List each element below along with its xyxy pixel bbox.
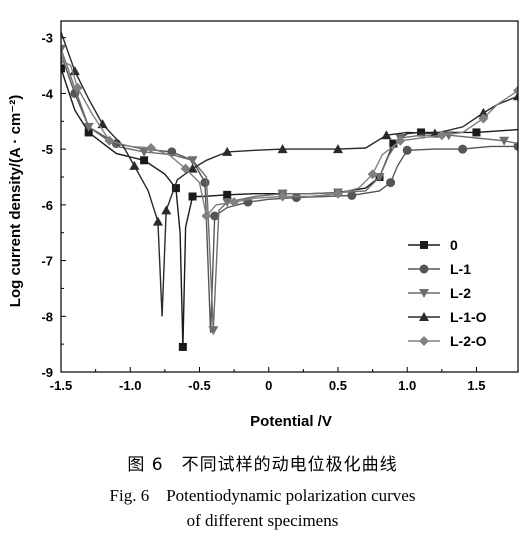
data-point-L-1-O [161,205,172,215]
data-point-L-2-O [229,197,240,208]
legend-label-L-1: L-1 [450,261,471,277]
legend-label-L-2-O: L-2-O [450,333,487,349]
y-tick-label: -7 [41,254,53,269]
series-line-L-2-O [61,59,518,218]
data-point-L-1-O [478,107,489,117]
data-point-L-2-O [180,163,191,174]
legend-label-L-1-O: L-1-O [450,309,487,325]
series-line-L-1-O [61,31,518,317]
data-point-L-1-O [152,216,163,226]
legend-marker-L-2-O [419,336,429,346]
data-point-L-2 [61,44,66,54]
data-point-L-1 [200,178,210,188]
data-point-0 [223,190,232,199]
y-tick-label: -4 [41,86,53,101]
data-point-L-2-O [72,82,83,93]
data-point-L-2 [374,173,385,182]
y-tick-label: -9 [41,365,53,380]
data-point-L-1 [210,211,220,221]
data-point-L-1 [513,141,518,151]
data-point-L-2-O [367,169,378,180]
data-point-L-1 [347,190,357,200]
data-point-L-2-O [277,191,288,202]
data-point-0 [472,128,481,137]
series-0 [61,64,518,351]
data-point-L-1-O [187,163,198,173]
data-point-L-2-O [61,55,66,65]
x-tick-label: 1.5 [467,378,485,393]
x-tick-label: -0.5 [188,378,210,393]
data-point-L-2 [83,122,94,132]
data-point-L-2-O [513,85,518,96]
plot-layer [61,31,518,351]
x-axis-title: Potential /V [250,413,332,430]
data-point-L-2-O [201,211,212,221]
data-point-L-1-O [332,144,343,154]
data-point-0 [188,192,197,201]
legend: 0 L-1 L-2 L-1-O L-2-O [408,237,487,349]
data-point-0 [171,184,180,193]
data-point-L-1 [458,144,468,154]
data-point-L-2-O [478,113,489,124]
legend-label-L-2: L-2 [450,285,471,301]
data-point-L-1-O [381,130,392,140]
data-point-L-1-O [222,146,233,156]
x-tick-label: 0 [265,378,272,393]
data-point-L-1 [402,145,412,155]
data-point-0 [178,342,187,351]
data-point-L-1 [291,193,301,203]
data-point-L-2 [139,147,150,157]
series-L-2-O [61,55,518,221]
plot-frame [60,20,519,373]
legend-marker-0 [420,241,428,249]
legend-label-0: 0 [450,237,458,253]
polarization-chart: -1.5 -1.0 -0.5 0 0.5 1.0 1.5 -9 -8 -7 -6 -5 -4 -3 0 L-… [7,20,519,430]
data-point-L-2-O [395,135,406,146]
data-point-L-2 [187,156,198,166]
legend-marker-L-1 [419,264,429,274]
caption-english-line-1: Fig. 6 Potentiodynamic polarization curv… [109,486,416,505]
data-point-L-1 [386,178,396,188]
axis-layer: -1.5 -1.0 -0.5 0 0.5 1.0 1.5 -9 -8 -7 -6 -5 -4 -3 [41,20,519,393]
y-tick-label: -6 [41,198,53,213]
data-point-L-2-O [332,188,343,199]
data-point-L-2-O [104,135,115,146]
y-axis-title: Log current density/(A · cm⁻²) [7,95,24,307]
y-tick-label: -8 [41,309,53,324]
data-point-L-2-O [146,143,157,154]
y-tick-label: -5 [41,142,53,157]
data-point-L-2 [499,136,510,146]
data-point-0 [140,156,149,165]
x-tick-label: 0.5 [329,378,347,393]
x-tick-label: -1.0 [119,378,141,393]
series-L-2 [61,44,518,336]
data-point-L-2-O [436,130,447,141]
data-point-L-1-O [277,144,288,154]
caption-english-line-2: of different specimens [186,511,339,530]
x-tick-label: -1.5 [50,378,72,393]
data-point-L-2 [208,326,219,336]
series-line-0 [61,68,518,347]
series-line-L-2 [61,48,518,331]
data-point-0 [389,139,398,148]
y-tick-label: -3 [41,31,53,46]
data-point-0 [61,64,65,73]
caption-chinese: 图 6 不同试样的动电位极化曲线 [127,455,398,475]
data-point-L-1-O [129,160,140,170]
data-point-0 [84,128,93,137]
x-tick-label: 1.0 [398,378,416,393]
legend-marker-L-1-O [419,312,429,321]
legend-marker-L-2 [419,289,429,298]
